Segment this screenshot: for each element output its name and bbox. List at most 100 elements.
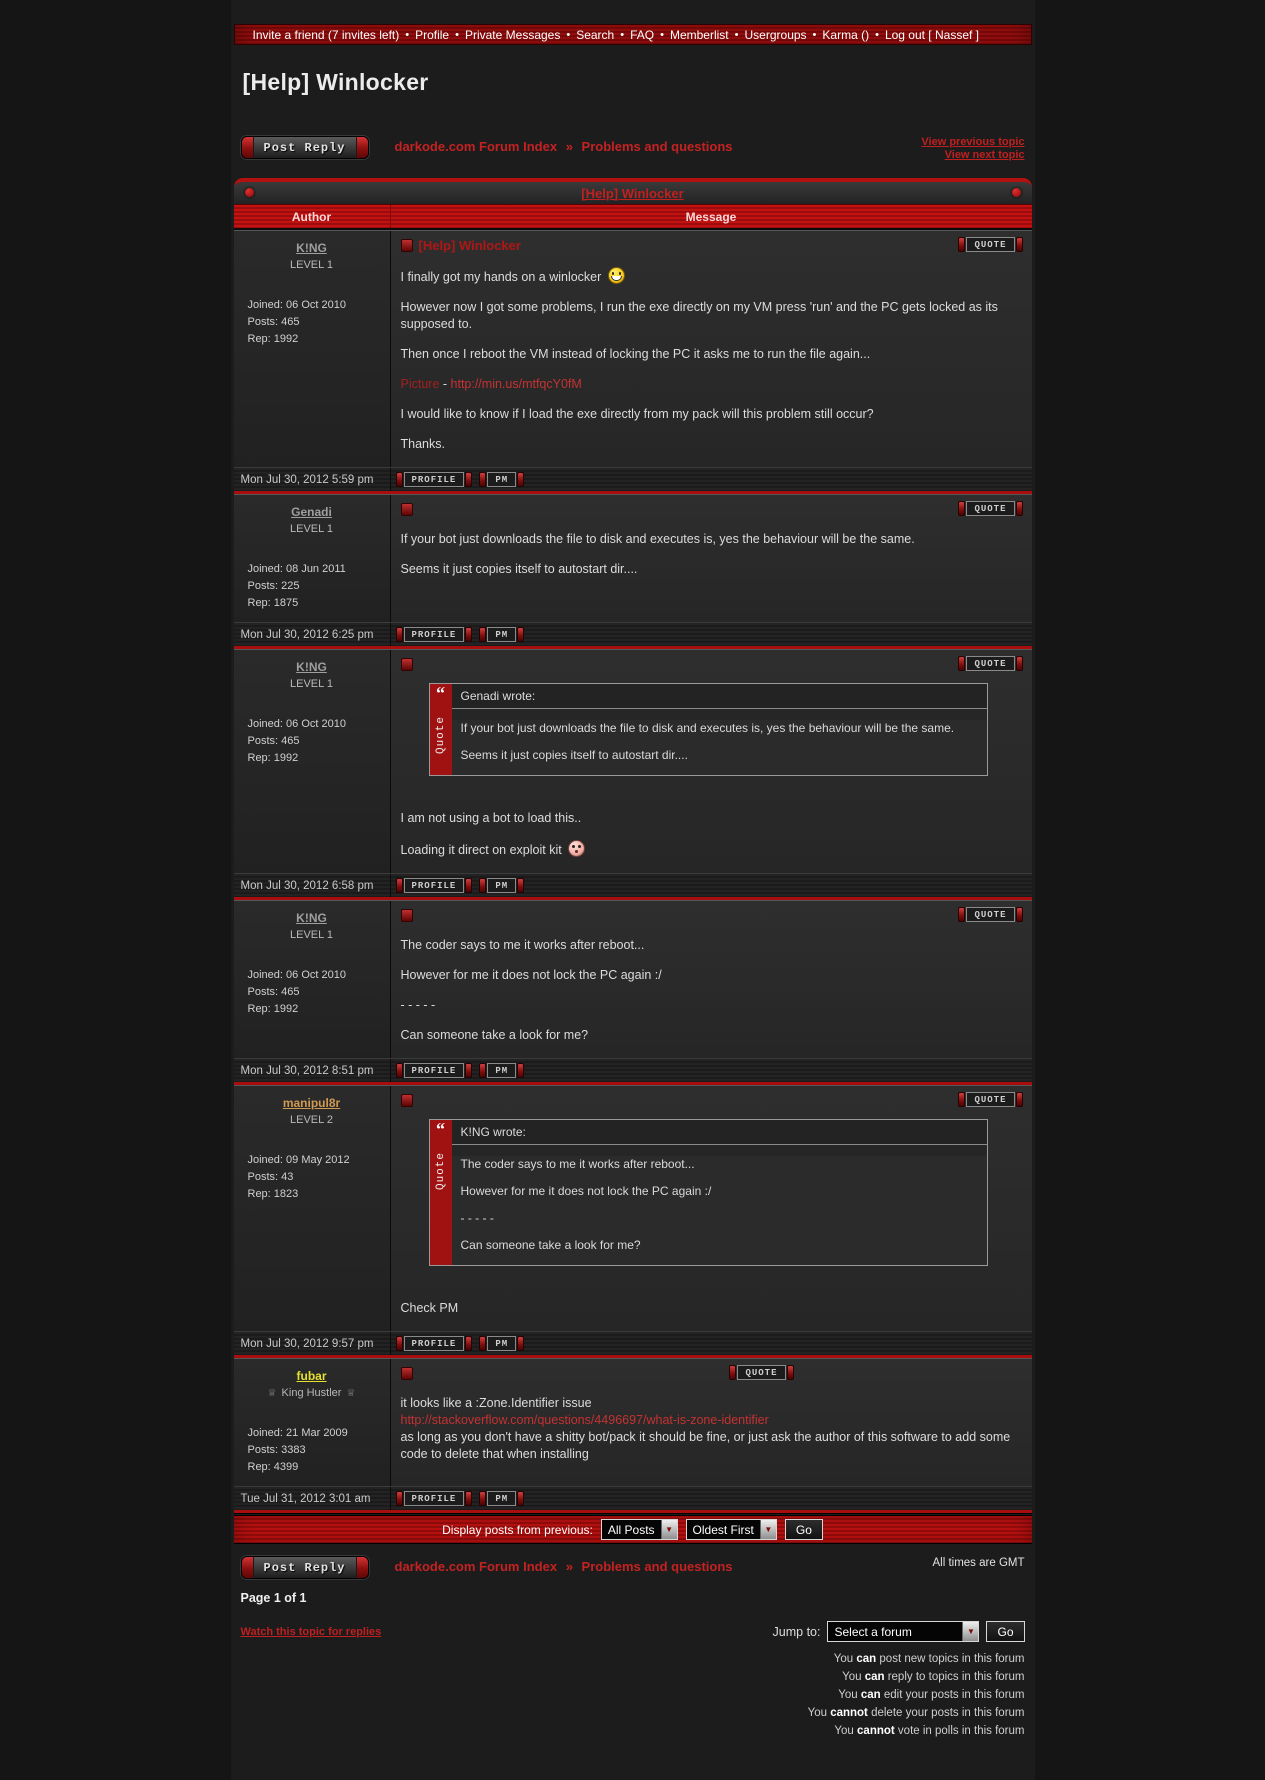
button-cap xyxy=(1015,1092,1023,1107)
nav-separator: • xyxy=(734,28,739,41)
permission-text: You xyxy=(842,1671,865,1683)
button-cap xyxy=(958,656,966,671)
jump-to-select[interactable]: Select a forum ▼ xyxy=(827,1621,980,1642)
nav-link-log-out-nassef[interactable]: Log out [ Nassef ] xyxy=(884,27,979,42)
nav-link-search[interactable]: Search xyxy=(576,27,615,42)
post-reply-label: Post Reply xyxy=(252,1557,357,1578)
quote-button[interactable]: QUOTE xyxy=(729,1365,794,1380)
view-previous-topic-link[interactable]: View previous topic xyxy=(921,136,1025,148)
post-message-cell: QUOTE it looks like a :Zone.Identifier is… xyxy=(390,1359,1032,1486)
permission-verb: can xyxy=(860,1689,881,1701)
jump-go-button[interactable]: Go xyxy=(986,1621,1025,1642)
quote-mark-icon: “ xyxy=(436,683,445,703)
button-cap xyxy=(479,1336,487,1351)
permission-text: delete your posts in this forum xyxy=(867,1707,1025,1719)
button-cap xyxy=(395,1336,403,1351)
quote-button[interactable]: QUOTE xyxy=(958,237,1023,252)
display-go-button[interactable]: Go xyxy=(784,1519,823,1540)
message-paragraph: Thanks. xyxy=(401,436,1022,453)
watch-topic-link[interactable]: Watch this topic for replies xyxy=(240,1625,382,1638)
profile-button[interactable]: PROFILE xyxy=(395,1063,473,1078)
breadcrumb-forum-index-link[interactable]: darkode.com Forum Index xyxy=(394,139,558,154)
breadcrumb-forum-index-link[interactable]: darkode.com Forum Index xyxy=(394,1559,558,1574)
quote-button[interactable]: QUOTE xyxy=(958,501,1023,516)
message-link[interactable]: http://stackoverflow.com/questions/44966… xyxy=(400,1413,769,1427)
breadcrumb-section-link[interactable]: Problems and questions xyxy=(581,1559,733,1574)
quote-line: If your bot just downloads the file to d… xyxy=(460,721,955,735)
nav-link-invite-a-friend-invites-left[interactable]: Invite a friend (7 invites left) xyxy=(252,27,400,42)
nav-link-private-messages[interactable]: Private Messages xyxy=(464,27,561,42)
username-link[interactable]: K!NG xyxy=(296,911,327,925)
display-posts-select[interactable]: All Posts ▼ xyxy=(600,1519,678,1540)
nav-separator: • xyxy=(620,28,625,41)
username-link[interactable]: K!NG xyxy=(296,241,327,255)
quote-button[interactable]: QUOTE xyxy=(958,656,1023,671)
sort-order-select[interactable]: Oldest First ▼ xyxy=(685,1519,777,1540)
message-text: The coder says to me it works after rebo… xyxy=(400,938,645,952)
bottom-toolbar: Post Reply darkode.com Forum Index » Pro… xyxy=(240,1556,1025,1579)
message-head: [Help] Winlocker xyxy=(400,237,1022,254)
nav-link-usergroups[interactable]: Usergroups xyxy=(744,27,807,42)
profile-button[interactable]: PROFILE xyxy=(395,472,473,487)
username-link[interactable]: Genadi xyxy=(291,505,332,519)
breadcrumb-section-link[interactable]: Problems and questions xyxy=(581,139,733,154)
post-reply-button[interactable]: Post Reply xyxy=(240,1556,369,1579)
post-reply-button[interactable]: Post Reply xyxy=(240,136,369,159)
message-text: Can someone take a look for me? xyxy=(400,1028,589,1042)
nav-link-profile[interactable]: Profile xyxy=(415,27,450,42)
username-link[interactable]: fubar xyxy=(296,1369,327,1383)
quote-button[interactable]: QUOTE xyxy=(958,907,1023,922)
user-stats: Joined: 08 Jun 2011 Posts: 225 Rep: 1875 xyxy=(234,561,390,612)
nav-link-faq[interactable]: FAQ xyxy=(630,27,655,42)
quote-author-line: K!NG wrote: xyxy=(451,1120,987,1145)
nav-link-karma[interactable]: Karma () xyxy=(822,27,870,42)
user-level: LEVEL 1 xyxy=(289,523,333,535)
user-rep: Rep: 1992 xyxy=(247,1003,299,1015)
pm-button[interactable]: PM xyxy=(479,627,525,642)
username-link[interactable]: K!NG xyxy=(296,660,327,674)
user-rep: Rep: 1992 xyxy=(247,752,299,764)
user-joined: Joined: 06 Oct 2010 xyxy=(247,969,346,981)
message-paragraph: Check PM xyxy=(401,1300,1022,1317)
message-text: Check PM xyxy=(400,1301,459,1315)
post-row: fubar ♕ King Hustler ♕ Joined: 21 Mar 2009… xyxy=(233,1358,1032,1486)
pm-button[interactable]: PM xyxy=(479,878,525,893)
profile-button[interactable]: PROFILE xyxy=(395,1336,473,1351)
permission-line: You can reply to topics in this forum xyxy=(241,1668,1024,1686)
quote-vertical-label: Quote xyxy=(434,1152,447,1191)
user-joined: Joined: 08 Jun 2011 xyxy=(247,563,346,575)
topic-title-link[interactable]: [Help] Winlocker xyxy=(581,185,684,201)
user-rep: Rep: 1875 xyxy=(247,597,299,609)
message-paragraph: Then once I reboot the VM instead of loc… xyxy=(401,346,1022,363)
author-column-header: Author xyxy=(234,205,391,228)
message-head xyxy=(400,1365,1022,1382)
profile-button[interactable]: PROFILE xyxy=(395,627,473,642)
button-cap xyxy=(958,501,966,516)
quote-button[interactable]: QUOTE xyxy=(958,1092,1023,1107)
breadcrumb: darkode.com Forum Index » Problems and q… xyxy=(395,139,733,154)
post-row: Genadi LEVEL 1 Joined: 08 Jun 2011 Posts: 2… xyxy=(233,494,1032,622)
crown-icon: ♕ xyxy=(267,1388,277,1399)
profile-button[interactable]: PROFILE xyxy=(395,878,473,893)
chevron-down-icon[interactable]: ▼ xyxy=(962,1622,979,1641)
nav-link-memberlist[interactable]: Memberlist xyxy=(669,27,729,42)
pm-button[interactable]: PM xyxy=(479,1063,525,1078)
post-message-cell: [Help] Winlocker QUOTE I finally got my ha… xyxy=(390,231,1032,467)
breadcrumb: darkode.com Forum Index » Problems and q… xyxy=(395,1559,733,1574)
button-cap xyxy=(465,1063,473,1078)
chevron-down-icon[interactable]: ▼ xyxy=(660,1520,677,1539)
message-paragraph: However now I got some problems, I run t… xyxy=(401,299,1022,333)
view-next-topic-link[interactable]: View next topic xyxy=(944,149,1025,161)
button-cap xyxy=(479,878,487,893)
user-post-count: Posts: 465 xyxy=(247,316,300,328)
user-stats: Joined: 21 Mar 2009 Posts: 3383 Rep: 4399 xyxy=(234,1425,390,1476)
message-link[interactable]: http://min.us/mtfqcY0fM xyxy=(450,377,582,391)
permission-verb: cannot xyxy=(830,1707,868,1719)
message-paragraph: If your bot just downloads the file to d… xyxy=(401,531,1022,548)
username-link[interactable]: manipul8r xyxy=(282,1096,341,1110)
message-text: Then once I reboot the VM instead of loc… xyxy=(400,347,871,361)
message-text: I am not using a bot to load this.. xyxy=(400,811,582,825)
pm-button[interactable]: PM xyxy=(479,1336,525,1351)
pm-button[interactable]: PM xyxy=(479,472,525,487)
chevron-down-icon[interactable]: ▼ xyxy=(759,1520,776,1539)
